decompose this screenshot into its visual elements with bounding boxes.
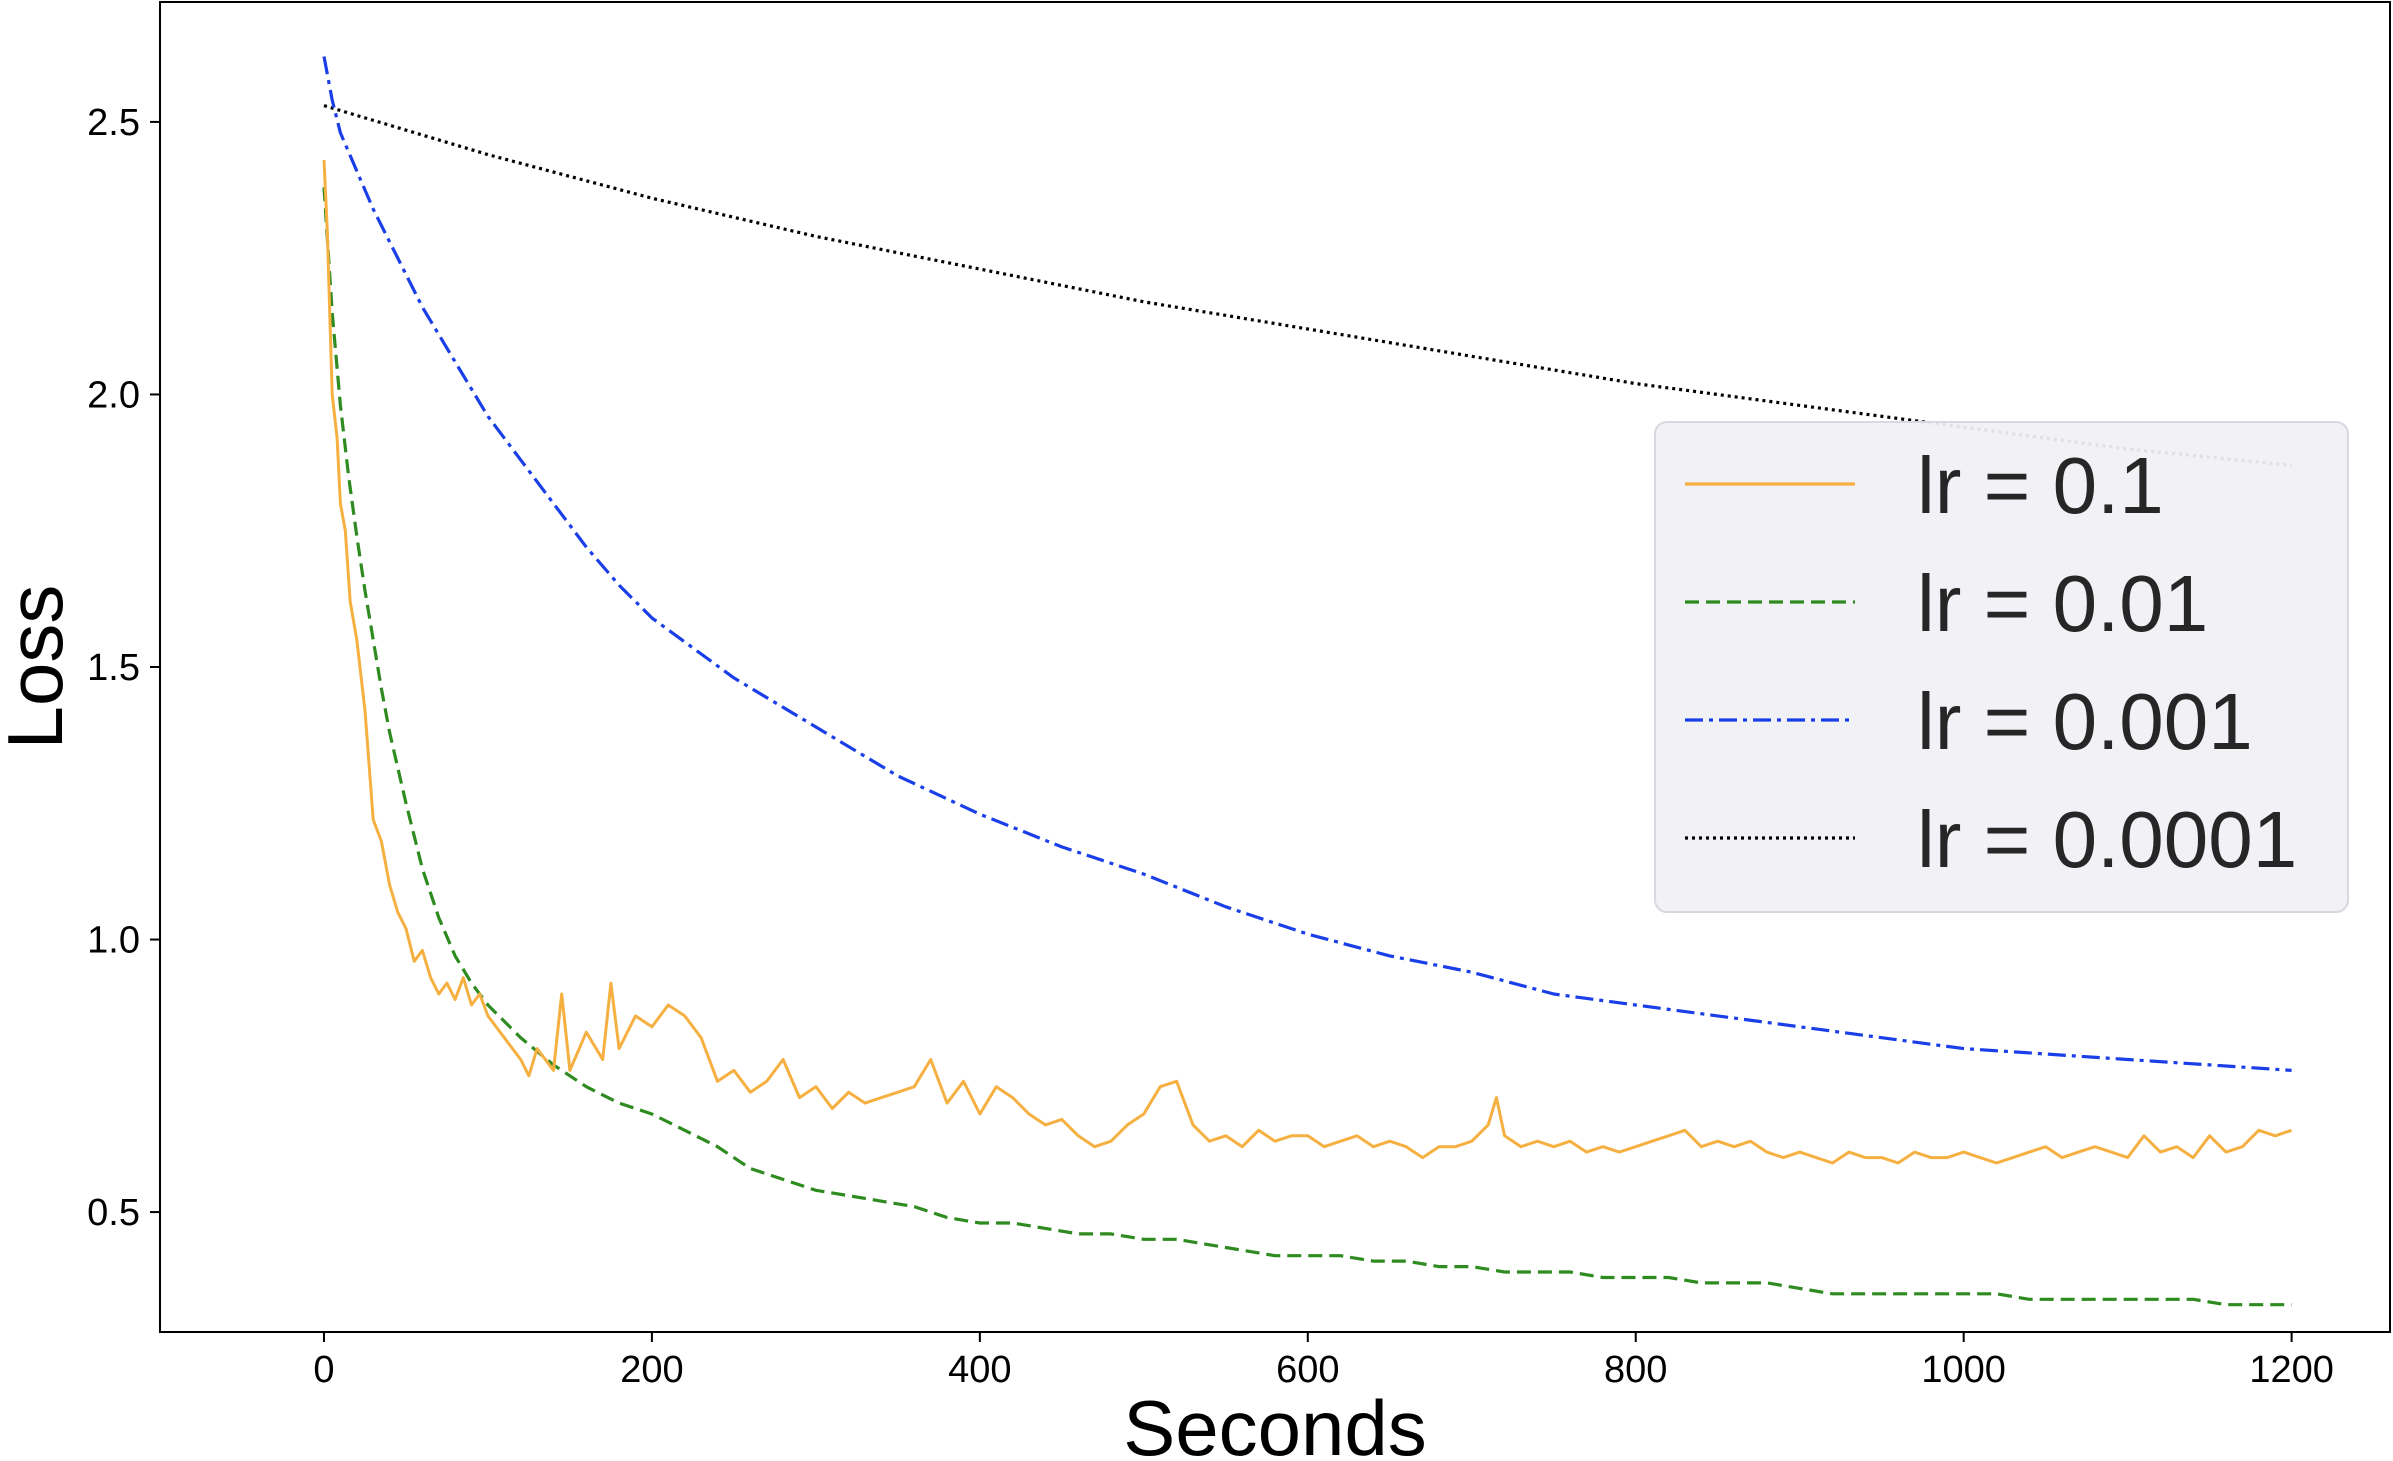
series-line-2 (322, 187, 2292, 1307)
legend: lr = 0.1 lr = 0.01 lr = 0.001 lr = 0.0001 (1654, 421, 2349, 913)
series-line-1 (322, 160, 2293, 1165)
x-tick-label: 0 (313, 1349, 334, 1391)
y-tick-label: 0.5 (87, 1192, 140, 1234)
legend-label-3: lr = 0.001 (1917, 677, 2253, 766)
legend-label-1: lr = 0.1 (1917, 441, 2164, 530)
legend-label-4: lr = 0.0001 (1917, 795, 2297, 884)
x-tick-label: 1200 (2249, 1349, 2334, 1391)
x-tick-label: 600 (1276, 1349, 1339, 1391)
x-tick-label: 800 (1604, 1349, 1667, 1391)
y-tick-label: 1.0 (87, 920, 140, 962)
y-axis-ticks: 0.5 1.0 1.5 2.0 2.5 (87, 102, 160, 1234)
x-axis-ticks: 0 200 400 600 800 1000 1200 (313, 1332, 2334, 1391)
x-tick-label: 400 (948, 1349, 1011, 1391)
y-tick-label: 2.0 (87, 374, 140, 416)
y-tick-label: 2.5 (87, 102, 140, 144)
legend-label-2: lr = 0.01 (1917, 559, 2208, 648)
legend-box (1654, 421, 2349, 913)
x-tick-label: 1000 (1921, 1349, 2006, 1391)
y-tick-label: 1.5 (87, 647, 140, 689)
series-line-3 (322, 56, 2292, 1072)
x-axis-title: Seconds (1123, 1384, 1427, 1461)
y-axis-title: Loss (0, 585, 79, 750)
x-tick-label: 200 (620, 1349, 683, 1391)
